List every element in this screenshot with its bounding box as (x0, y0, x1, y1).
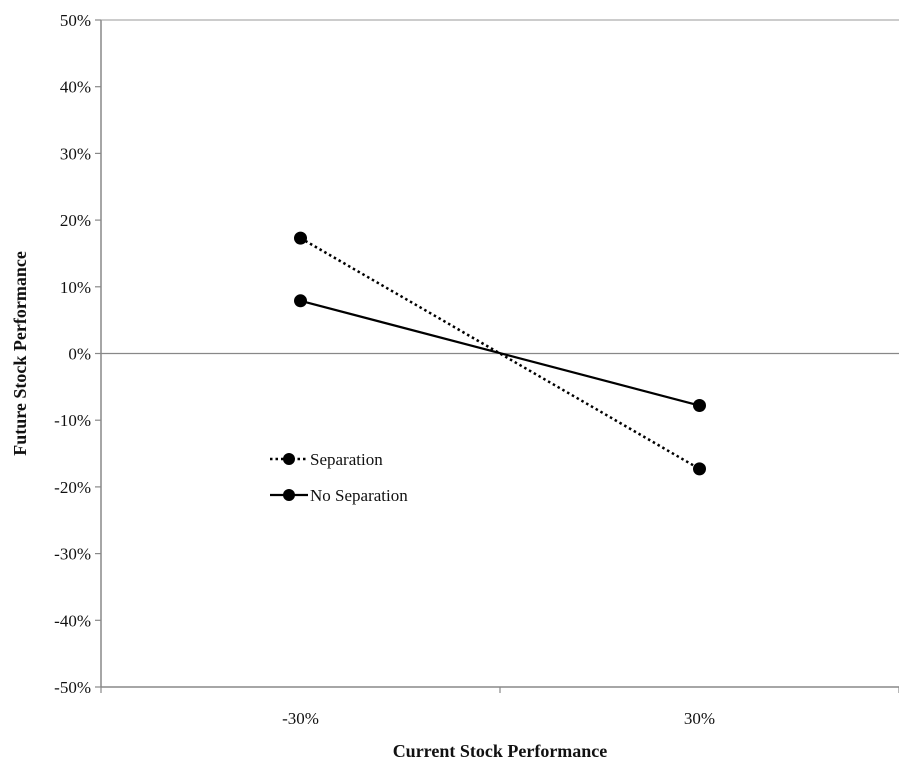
legend-label: Separation (310, 450, 383, 469)
x-axis-title: Current Stock Performance (393, 741, 608, 761)
legend-marker (283, 489, 295, 501)
legend-marker (283, 453, 295, 465)
series-line-2 (300, 299, 700, 407)
y-tick-label: -40% (54, 611, 91, 630)
y-tick-label: 10% (60, 278, 91, 297)
series-point (294, 294, 307, 308)
series-group (294, 231, 706, 476)
series-point (294, 231, 307, 245)
x-axis: -30% 30% (100, 686, 899, 728)
y-tick-label: 50% (60, 11, 91, 30)
y-tick-label: 30% (60, 144, 91, 163)
legend-label: No Separation (310, 486, 408, 505)
series-point (693, 399, 706, 413)
y-axis-title: Future Stock Performance (10, 251, 30, 456)
y-tick-label: -20% (54, 478, 91, 497)
y-tick-label: 0% (68, 345, 91, 364)
y-tick-label: -10% (54, 411, 91, 430)
y-tick-label: -50% (54, 678, 91, 697)
series-point (693, 462, 706, 476)
legend: Separation No Separation (270, 450, 408, 505)
x-tick-label: -30% (282, 709, 319, 728)
y-axis: 50% 40% 30% 20% 10% 0% -10% -20% -30% -40% -50% (54, 11, 899, 697)
y-tick-label: 40% (60, 78, 91, 97)
y-tick-label: -30% (54, 545, 91, 564)
y-tick-label: 20% (60, 211, 91, 230)
x-tick-label: 30% (684, 709, 715, 728)
